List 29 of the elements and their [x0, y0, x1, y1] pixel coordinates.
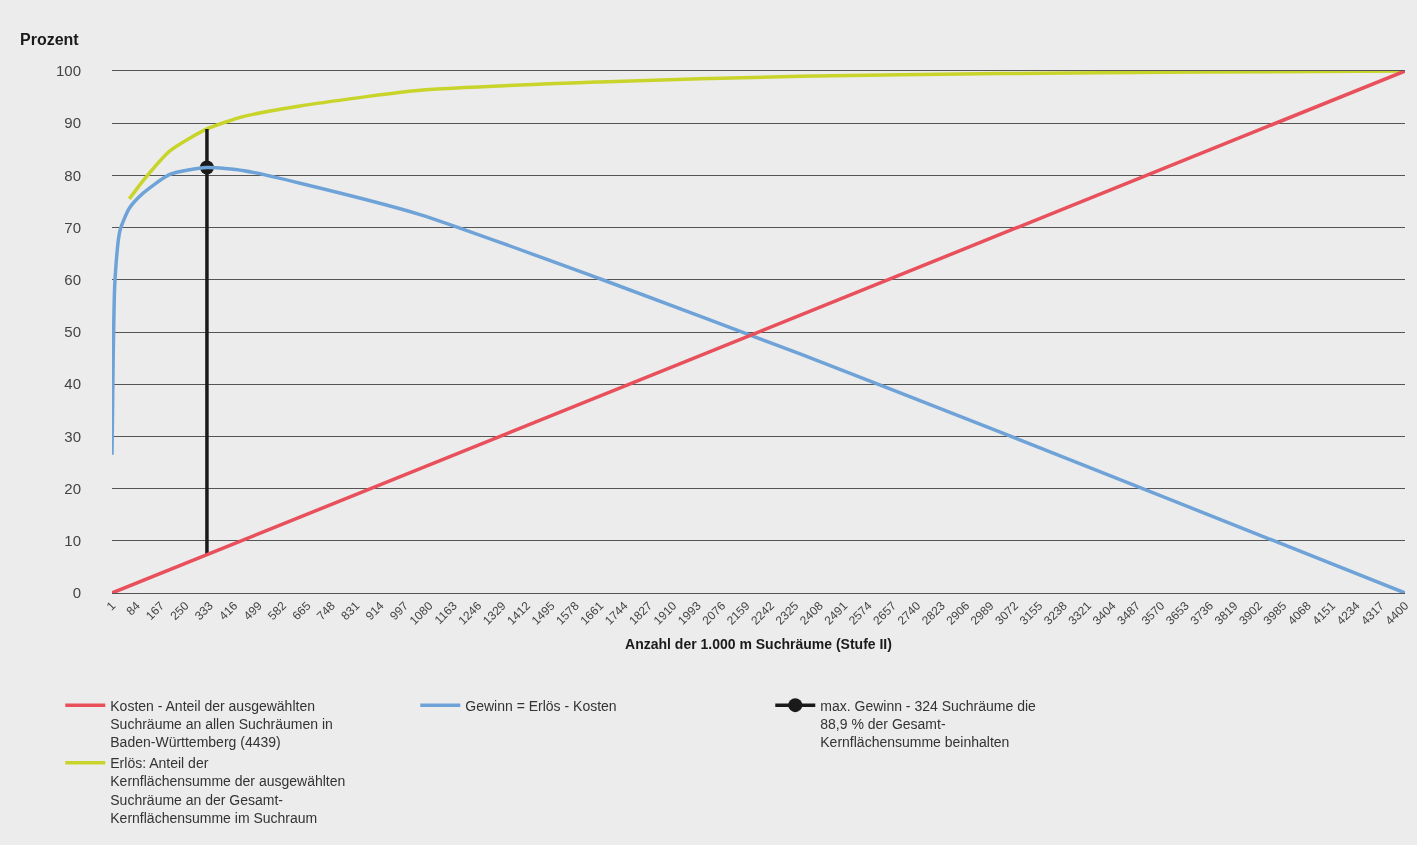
y-tick-label: 10	[64, 532, 81, 550]
x-tick-label: 748	[313, 598, 339, 623]
x-tick-label: 333	[191, 598, 217, 623]
x-tick-label: 416	[216, 598, 241, 623]
x-axis-title: Anzahl der 1.000 m Suchräume (Stufe II)	[625, 635, 892, 652]
y-tick-label: 50	[64, 323, 81, 341]
y-tick-label: 60	[64, 271, 81, 289]
y-tick-label: 80	[64, 166, 81, 184]
x-tick-label: 665	[289, 598, 314, 623]
legend-label: Kosten - Anteil der ausgewählten Suchräume an allen Suchräumen in Baden-Württemberg (4439)	[110, 697, 333, 751]
x-tick-label: 1	[103, 598, 119, 614]
y-axis-title: Prozent	[20, 31, 80, 48]
x-tick-label: 167	[143, 598, 168, 623]
y-tick-label: 0	[72, 584, 81, 602]
legend-label: max. Gewinn - 324 Suchräume die 88,9 % der Gesamt-Kernflächensumme beinhalten	[820, 697, 1037, 751]
legend-label: Erlös: Anteil der Kernflächensumme der ausgewählten Suchräume an der Gesamt-Kernflächensumme im Suchraum	[110, 755, 346, 826]
y-tick-label: 90	[64, 114, 81, 132]
y-tick-label: 40	[64, 375, 81, 393]
x-tick-label: 499	[240, 598, 265, 623]
x-tick-label: 84	[123, 598, 143, 619]
y-tick-label: 70	[64, 218, 81, 236]
y-tick-label: 30	[64, 427, 81, 445]
x-tick-label: 582	[265, 598, 290, 623]
x-tick-label: 831	[338, 598, 363, 623]
y-tick-label: 20	[64, 479, 81, 497]
y-tick-label: 100	[55, 62, 81, 80]
x-tick-label: 914	[362, 598, 387, 623]
x-tick-label: 250	[167, 598, 192, 623]
legend-label: Gewinn = Erlös - Kosten	[465, 697, 617, 714]
